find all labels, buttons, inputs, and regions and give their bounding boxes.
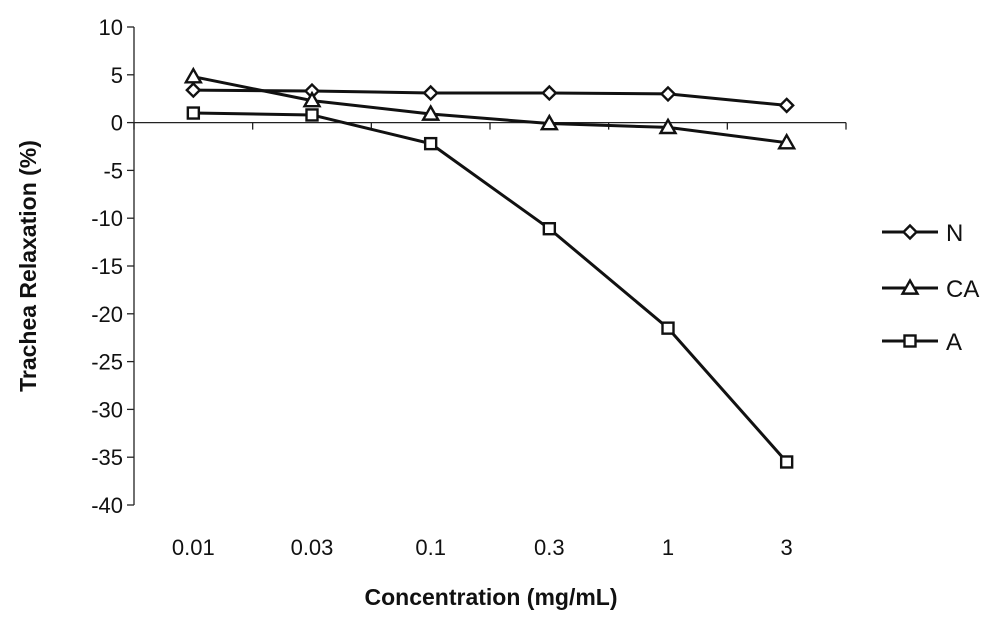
x-tick-label: 3 [781,535,793,560]
series-line-ca [193,75,787,145]
legend-entry-n: N [882,220,963,247]
y-tick-label: -5 [103,158,123,183]
y-axis-title: Trachea Relaxation (%) [15,140,41,392]
data-point-a [779,455,794,469]
legend-label: A [946,329,962,356]
y-tick-label: -35 [91,445,123,470]
x-tick-label: 0.1 [415,535,446,560]
data-point-n [778,97,795,114]
legend-marker [903,334,917,348]
series-line-a [193,111,788,463]
data-point-a [542,222,557,236]
y-tick-label: -15 [91,254,123,279]
data-point-a [186,106,201,120]
y-tick-label: -30 [91,397,123,422]
y-tick-label: 5 [111,63,123,88]
y-tick-label: 10 [99,15,123,40]
data-point-a [305,108,319,122]
x-tick-label: 0.03 [291,535,334,560]
legend-entry-ca: CA [882,276,979,303]
y-tick-label: -20 [91,302,123,327]
data-point-a [661,321,675,335]
data-point-ca [777,132,797,150]
legend-entry-a: A [882,329,962,356]
data-point-n [541,84,558,102]
legend-marker [900,278,920,295]
data-point-ca [183,66,203,84]
y-axis-ticks: 10 5 0 -5 -10 -15 -20 -25 -30 -35 -40 [91,15,134,518]
x-axis-title: Concentration (mg/mL) [365,584,618,610]
data-point-ca [421,104,441,121]
data-point-a [423,136,438,151]
y-tick-label: 0 [111,111,123,136]
legend: N CA A [882,220,979,356]
legend-label: CA [946,276,979,303]
series-line-n [193,88,787,107]
x-tick-label: 1 [662,535,674,560]
data-point-n [422,84,439,102]
legend-label: N [946,220,963,247]
series-a [186,106,794,469]
data-point-ca [658,117,678,135]
series-ca [183,66,797,150]
legend-marker [901,223,919,241]
data-point-ca [302,90,322,108]
y-tick-label: -25 [91,350,123,375]
series-layer [183,66,797,469]
data-point-ca [539,113,559,131]
x-axis-ticks: 0.01 0.03 0.1 0.3 1 3 [133,122,847,560]
x-tick-label: 0.01 [172,535,215,560]
x-tick-label: 0.3 [534,535,565,560]
y-tick-label: -40 [91,493,123,518]
series-n [185,81,795,114]
data-point-n [185,81,202,99]
y-tick-label: -10 [91,206,123,231]
data-point-n [659,85,677,103]
